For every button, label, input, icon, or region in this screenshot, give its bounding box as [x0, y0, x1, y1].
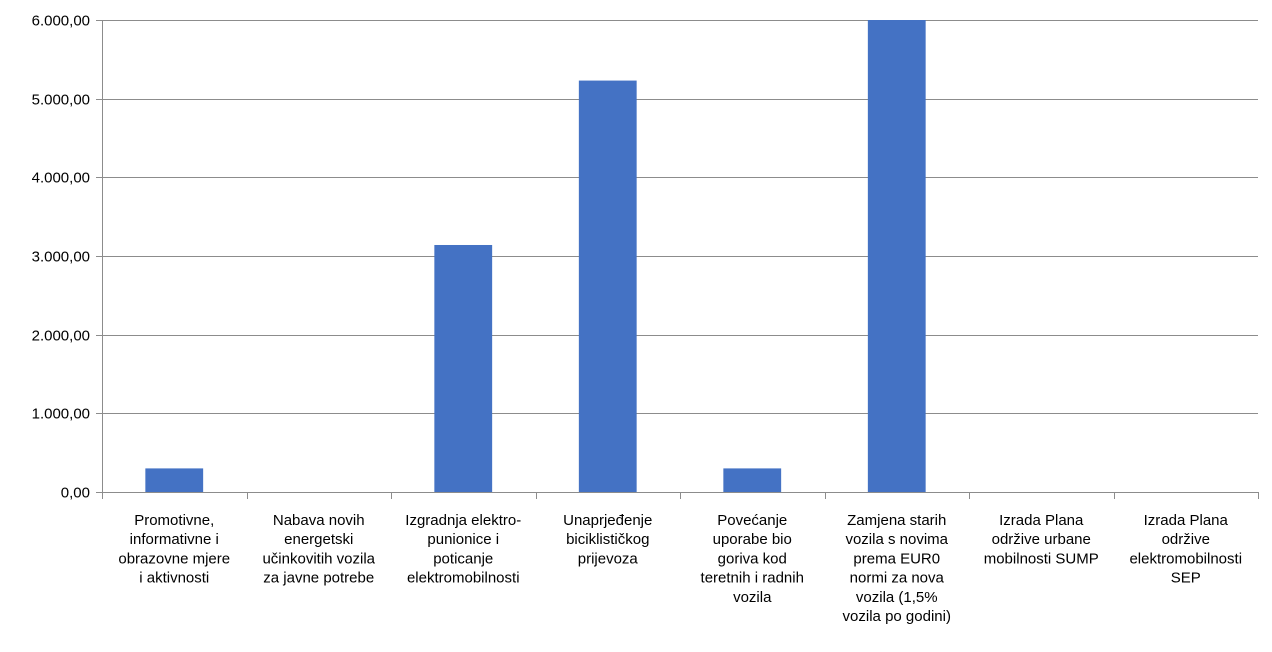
bar — [723, 468, 782, 492]
x-category-label-line: poticanje — [433, 550, 493, 567]
x-category-label-line: održive — [1162, 531, 1210, 548]
x-category-label: Izrada Plana održive elektromobilnosti SEP — [1129, 512, 1242, 587]
x-category-label-line: mobilnosti SUMP — [984, 550, 1099, 567]
y-tick-label: 1.000,00 — [32, 406, 90, 423]
x-category-label-line: vozila (1,5% — [856, 589, 938, 606]
x-category-label-line: vozila po godini) — [843, 608, 951, 625]
x-category-label-line: normi za nova — [850, 570, 945, 587]
y-tick-label: 3.000,00 — [32, 249, 90, 266]
x-category-label-line: Unaprjeđenje — [563, 512, 652, 529]
x-category-label-line: učinkovitih vozila — [262, 550, 375, 567]
x-category-label-line: energetski — [284, 531, 353, 548]
x-category-label-line: SEP — [1171, 570, 1201, 587]
bar — [145, 468, 204, 492]
x-category-label-line: i aktivnosti — [139, 570, 209, 587]
axes — [96, 20, 1259, 499]
x-category-label-line: biciklističkog — [566, 531, 649, 548]
x-category-label-line: Izrada Plana — [999, 512, 1084, 529]
x-category-label-line: prijevoza — [578, 550, 639, 567]
x-category-label-line: punionice i — [427, 531, 499, 548]
y-tick-label: 6.000,00 — [32, 13, 90, 30]
x-category-label-line: Nabava novih — [273, 512, 365, 529]
y-axis-tick-labels: 0,00 1.000,00 2.000,00 3.000,00 4.000,00 5.00… — [32, 13, 90, 502]
x-category-label-line: Izrada Plana — [1144, 512, 1229, 529]
x-category-label-line: Promotivne, — [134, 512, 214, 529]
x-category-label-line: elektromobilnosti — [1129, 550, 1242, 567]
x-category-label: Nabava novih energetski učinkovitih vozila… — [262, 512, 375, 587]
x-category-label: Izgradnja elektro-punionice i poticanje el… — [405, 512, 521, 587]
x-category-label: Zamjena starih vozila s novima prema EUR0 n… — [843, 512, 951, 625]
x-category-label-line: Izgradnja elektro- — [405, 512, 521, 529]
x-category-label-line: vozila — [733, 589, 772, 606]
x-category-label-line: za javne potrebe — [263, 570, 374, 587]
x-category-label-line: goriva kod — [718, 550, 787, 567]
bar — [867, 20, 926, 492]
x-category-label: Izrada Plana održive urbane mobilnosti SUM… — [984, 512, 1099, 567]
x-category-label-line: teretnih i radnih — [701, 570, 804, 587]
y-tick-label: 2.000,00 — [32, 328, 90, 345]
bars — [145, 20, 926, 492]
bar — [578, 80, 637, 492]
y-tick-label: 0,00 — [61, 485, 90, 502]
bar — [434, 244, 493, 492]
y-tick-label: 4.000,00 — [32, 170, 90, 187]
x-category-label-line: održive urbane — [992, 531, 1091, 548]
x-category-label: Promotivne, informativne i obrazovne mjere… — [118, 512, 230, 587]
x-category-label-line: vozila s novima — [845, 531, 948, 548]
x-category-label-line: uporabe bio — [713, 531, 792, 548]
x-category-label-line: elektromobilnosti — [407, 570, 520, 587]
y-tick-label: 5.000,00 — [32, 92, 90, 109]
x-category-label: Povećanje uporabe bio goriva kod teretnih i… — [701, 512, 804, 606]
x-category-label-line: informativne i — [130, 531, 219, 548]
x-category-label-line: prema EUR0 — [853, 550, 940, 567]
x-category-label-line: Povećanje — [717, 512, 787, 529]
x-category-label-line: obrazovne mjere — [118, 550, 230, 567]
gridlines — [102, 20, 1258, 414]
x-category-label: Unaprjeđenje biciklističkog prijevoza — [563, 512, 652, 567]
x-category-label-line: Zamjena starih — [847, 512, 946, 529]
x-axis-category-labels: Promotivne, informativne i obrazovne mjere… — [118, 512, 1242, 625]
